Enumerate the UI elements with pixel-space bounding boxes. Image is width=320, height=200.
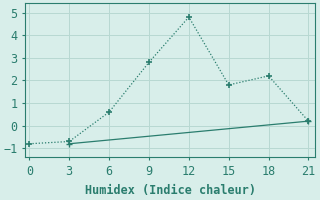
X-axis label: Humidex (Indice chaleur): Humidex (Indice chaleur) [85,184,256,197]
